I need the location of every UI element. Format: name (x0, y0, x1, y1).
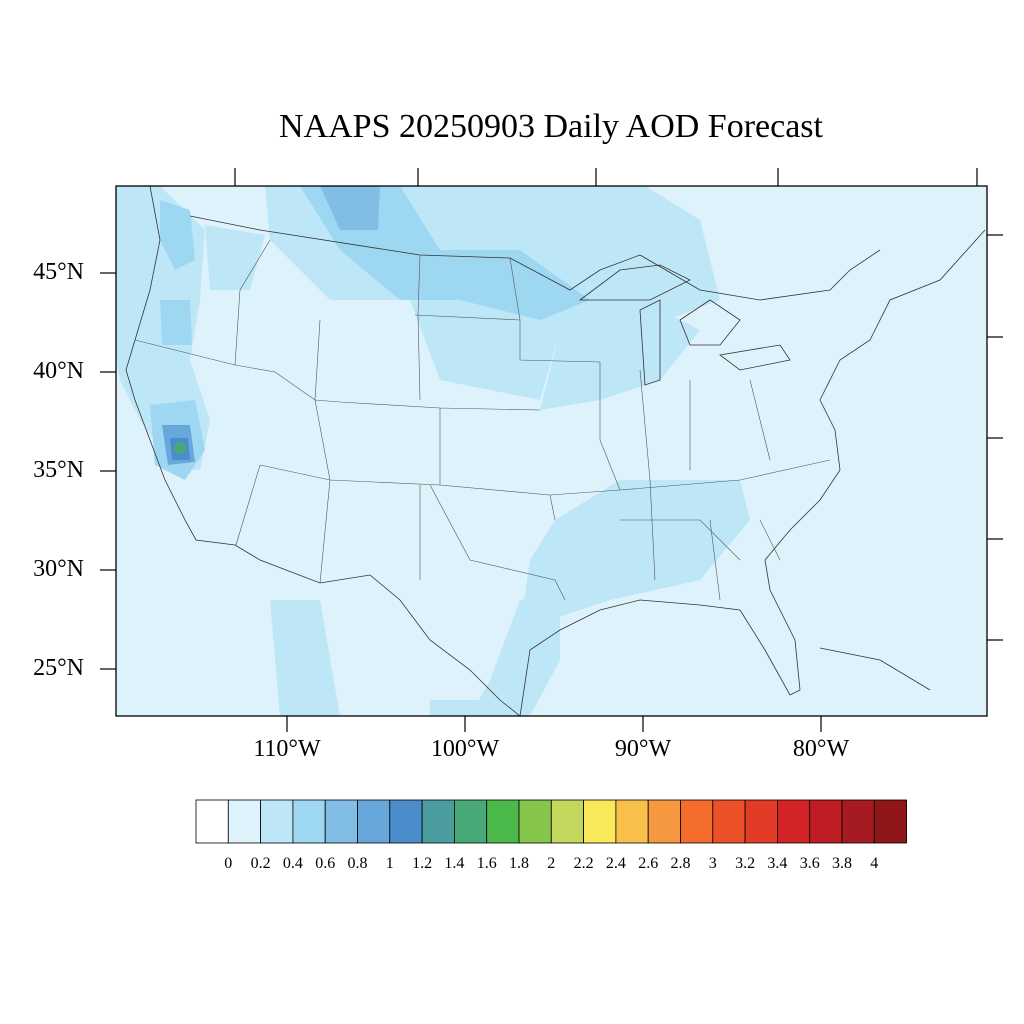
great-lakes (578, 264, 791, 386)
colorbar-label: 0.8 (347, 855, 368, 872)
lat-tick-label: 45°N (33, 259, 84, 285)
state-lines (134, 239, 831, 601)
figure-title: NAAPS 20250903 Daily AOD Forecast (279, 108, 823, 145)
canada-border (189, 215, 881, 301)
colorbar-swatch (453, 799, 488, 844)
us-outline (125, 186, 986, 716)
colorbar-swatch (486, 799, 520, 844)
colorbar-label: 1 (385, 855, 394, 872)
colorbar-label: 1.4 (444, 855, 465, 872)
aod-region-southeast (520, 480, 750, 630)
colorbar-swatch (389, 799, 423, 844)
colorbar-label: 1.2 (412, 855, 433, 872)
aod-region-montana-core (320, 186, 380, 230)
lon-tick-label: 80°W (792, 736, 850, 762)
colorbar-swatch (712, 799, 746, 844)
aod-region-texas-coast (470, 590, 560, 716)
colorbar-label: 2 (547, 855, 556, 872)
lat-tick-label: 25°N (33, 655, 84, 681)
colorbar (195, 799, 907, 844)
colorbar-swatch (873, 799, 907, 844)
aod-region-gulf-edge (430, 700, 520, 716)
colorbar-label: 0.4 (282, 855, 303, 872)
colorbar-label: 1.8 (509, 855, 529, 872)
colorbar-label: 3.6 (799, 855, 820, 872)
colorbar-swatch (227, 799, 262, 844)
lon-tick-label: 90°W (614, 736, 672, 762)
colorbar-swatch (777, 799, 811, 844)
colorbar-label: 2.2 (573, 855, 594, 872)
aod-region-california-max (174, 442, 186, 454)
colorbar-swatch (615, 799, 649, 844)
aod-region-pacific-nw-core (160, 200, 195, 270)
colorbar-label: 4 (870, 855, 879, 872)
colorbar-label: 2.6 (638, 855, 659, 872)
aod-region-southwest (270, 600, 340, 716)
colorbar-label: 3.4 (767, 855, 788, 872)
colorbar-label: 3 (708, 855, 717, 872)
colorbar-label: 0.2 (250, 855, 271, 872)
colorbar-swatch (195, 799, 229, 844)
colorbar-swatch (518, 799, 552, 844)
aod-region-oregon-core (160, 300, 192, 345)
colorbar-label: 0.6 (315, 855, 336, 872)
colorbar-swatch (357, 799, 391, 844)
colorbar-swatch (324, 799, 358, 844)
colorbar-swatch (260, 799, 294, 844)
political-boundaries (125, 186, 986, 716)
lat-tick-label: 30°N (33, 556, 84, 582)
lat-tick-label: 40°N (33, 358, 84, 384)
colorbar-swatch (647, 799, 681, 844)
colorbar-swatch (292, 799, 326, 844)
colorbar-swatch (421, 799, 455, 844)
lon-tick-label: 100°W (430, 736, 500, 762)
colorbar-swatch (841, 799, 875, 844)
aod-shading (116, 186, 750, 716)
colorbar-label: 2.4 (605, 855, 626, 872)
colorbar-label: 3.8 (832, 855, 852, 872)
colorbar-swatch (744, 799, 778, 844)
colorbar-label: 3.2 (735, 855, 756, 872)
colorbar-swatch (583, 799, 617, 844)
cuba-coast (819, 647, 931, 691)
colorbar-swatch (809, 799, 843, 844)
colorbar-label: 2.8 (670, 855, 691, 872)
colorbar-swatch (680, 799, 714, 844)
colorbar-swatch (550, 799, 584, 844)
lat-tick-label: 35°N (33, 457, 84, 483)
map-ticks (100, 168, 1003, 732)
lon-tick-label: 110°W (253, 736, 321, 762)
colorbar-label: 0 (224, 855, 233, 872)
colorbar-label: 1.6 (476, 855, 497, 872)
map-frame (115, 185, 988, 717)
